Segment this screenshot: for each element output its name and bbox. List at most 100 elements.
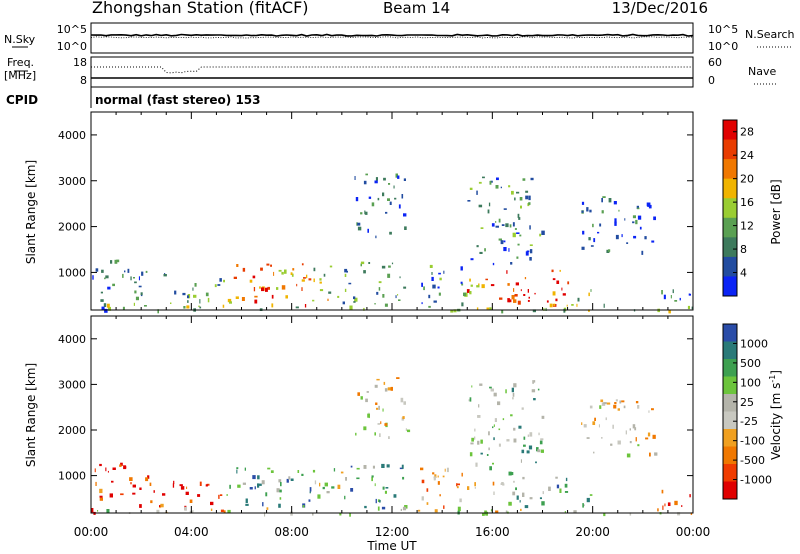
scatter-cell [577,297,580,302]
scatter-cell [389,231,392,235]
scatter-cell [312,469,316,473]
nsearch-trace [90,36,694,39]
scatter-cell [180,486,185,490]
velocity-cbar-label: Velocity [m s-1] [768,370,783,460]
colorbar-band [723,481,737,500]
power-ylabel: Slant Range [km] [24,160,38,264]
scatter-cell [297,470,300,473]
scatter-cell [469,452,473,457]
scatter-cell [603,303,605,308]
scatter-cell [301,263,304,266]
scatter-cell [632,215,636,219]
scatter-cell [535,461,537,464]
scatter-cell [301,287,303,291]
scatter-cell [342,301,345,305]
scatter-cell [508,471,512,476]
scatter-cell [586,437,590,439]
scatter-cell [625,430,627,435]
scatter-cell [512,397,514,400]
scatter-cell [615,399,618,402]
x-tick-label: 16:00 [475,525,510,539]
scatter-cell [403,401,406,405]
scatter-cell [198,305,200,308]
scatter-cell [490,284,495,287]
scatter-cell [95,481,97,486]
scatter-cell [377,197,380,201]
scatter-cell [376,407,379,410]
scatter-cell [481,284,485,289]
scatter-cell [537,388,540,391]
scatter-cell [99,495,103,498]
scatter-cell [288,476,291,480]
scatter-cell [586,207,589,212]
scatter-cell [601,437,603,439]
nsky-label: N.Sky [4,33,36,46]
velocity-x-ticks [90,316,694,513]
scatter-cell [635,437,637,442]
scatter-cell [494,418,497,422]
scatter-cell [456,483,458,487]
scatter-cell [375,177,378,181]
scatter-cell [614,221,617,226]
scatter-cell [388,265,391,268]
scatter-cell [664,503,666,507]
scatter-cell [618,209,620,212]
scatter-cell [380,421,382,425]
scatter-cell [403,178,406,181]
scatter-cell [623,405,626,409]
nsearch-label: N.Search [745,28,795,41]
nave-label: Nave [748,65,776,78]
scatter-cell [354,297,358,302]
scatter-cell [661,489,664,494]
scatter-cell [112,283,115,287]
scatter-cell [106,509,110,513]
scatter-cell [375,498,377,504]
scatter-cell [127,268,130,273]
scatter-cell [590,245,594,247]
x-tick-label: 00:00 [676,525,711,539]
scatter-cell [512,232,516,238]
scatter-cell [271,294,274,299]
scatter-cell [281,271,284,275]
scatter-cell [205,292,209,297]
scatter-cell [651,240,655,243]
scatter-cell [515,282,519,286]
scatter-cell [357,392,360,396]
scatter-cell [254,486,256,490]
scatter-cell [597,231,600,234]
scatter-cell [653,216,656,221]
scatter-cell [518,217,521,220]
y-tick-label: 1000 [58,266,86,279]
scatter-cell [567,281,570,285]
scatter-cell [564,483,568,488]
scatter-cell [365,398,368,403]
x-tick-label: 00:00 [74,525,109,539]
scatter-cell [95,268,99,272]
scatter-cell [94,468,96,473]
scatter-cell [92,275,94,280]
scatter-cell [437,481,440,485]
scatter-cell [469,397,472,402]
scatter-cell [652,434,656,439]
scatter-cell [99,497,103,501]
nsky-tick-bottom-left: 10^0 [57,40,87,53]
scatter-cell [353,301,356,303]
scatter-cell [357,226,362,231]
scatter-cell [583,424,587,428]
colorbar-band [723,464,737,482]
scatter-cell [372,465,375,469]
scatter-cell [485,278,488,281]
scatter-cell [539,440,543,445]
scatter-cell [258,483,262,486]
scatter-cell [218,494,220,499]
scatter-cell [376,378,380,381]
scatter-cell [223,279,225,283]
scatter-cell [513,480,515,483]
scatter-cell [513,427,516,431]
scatter-cell [539,233,542,237]
scatter-cell [612,424,614,429]
scatter-cell [187,300,189,303]
scatter-cell [528,195,531,201]
scatter-cell [443,270,445,274]
scatter-cell [278,269,282,272]
